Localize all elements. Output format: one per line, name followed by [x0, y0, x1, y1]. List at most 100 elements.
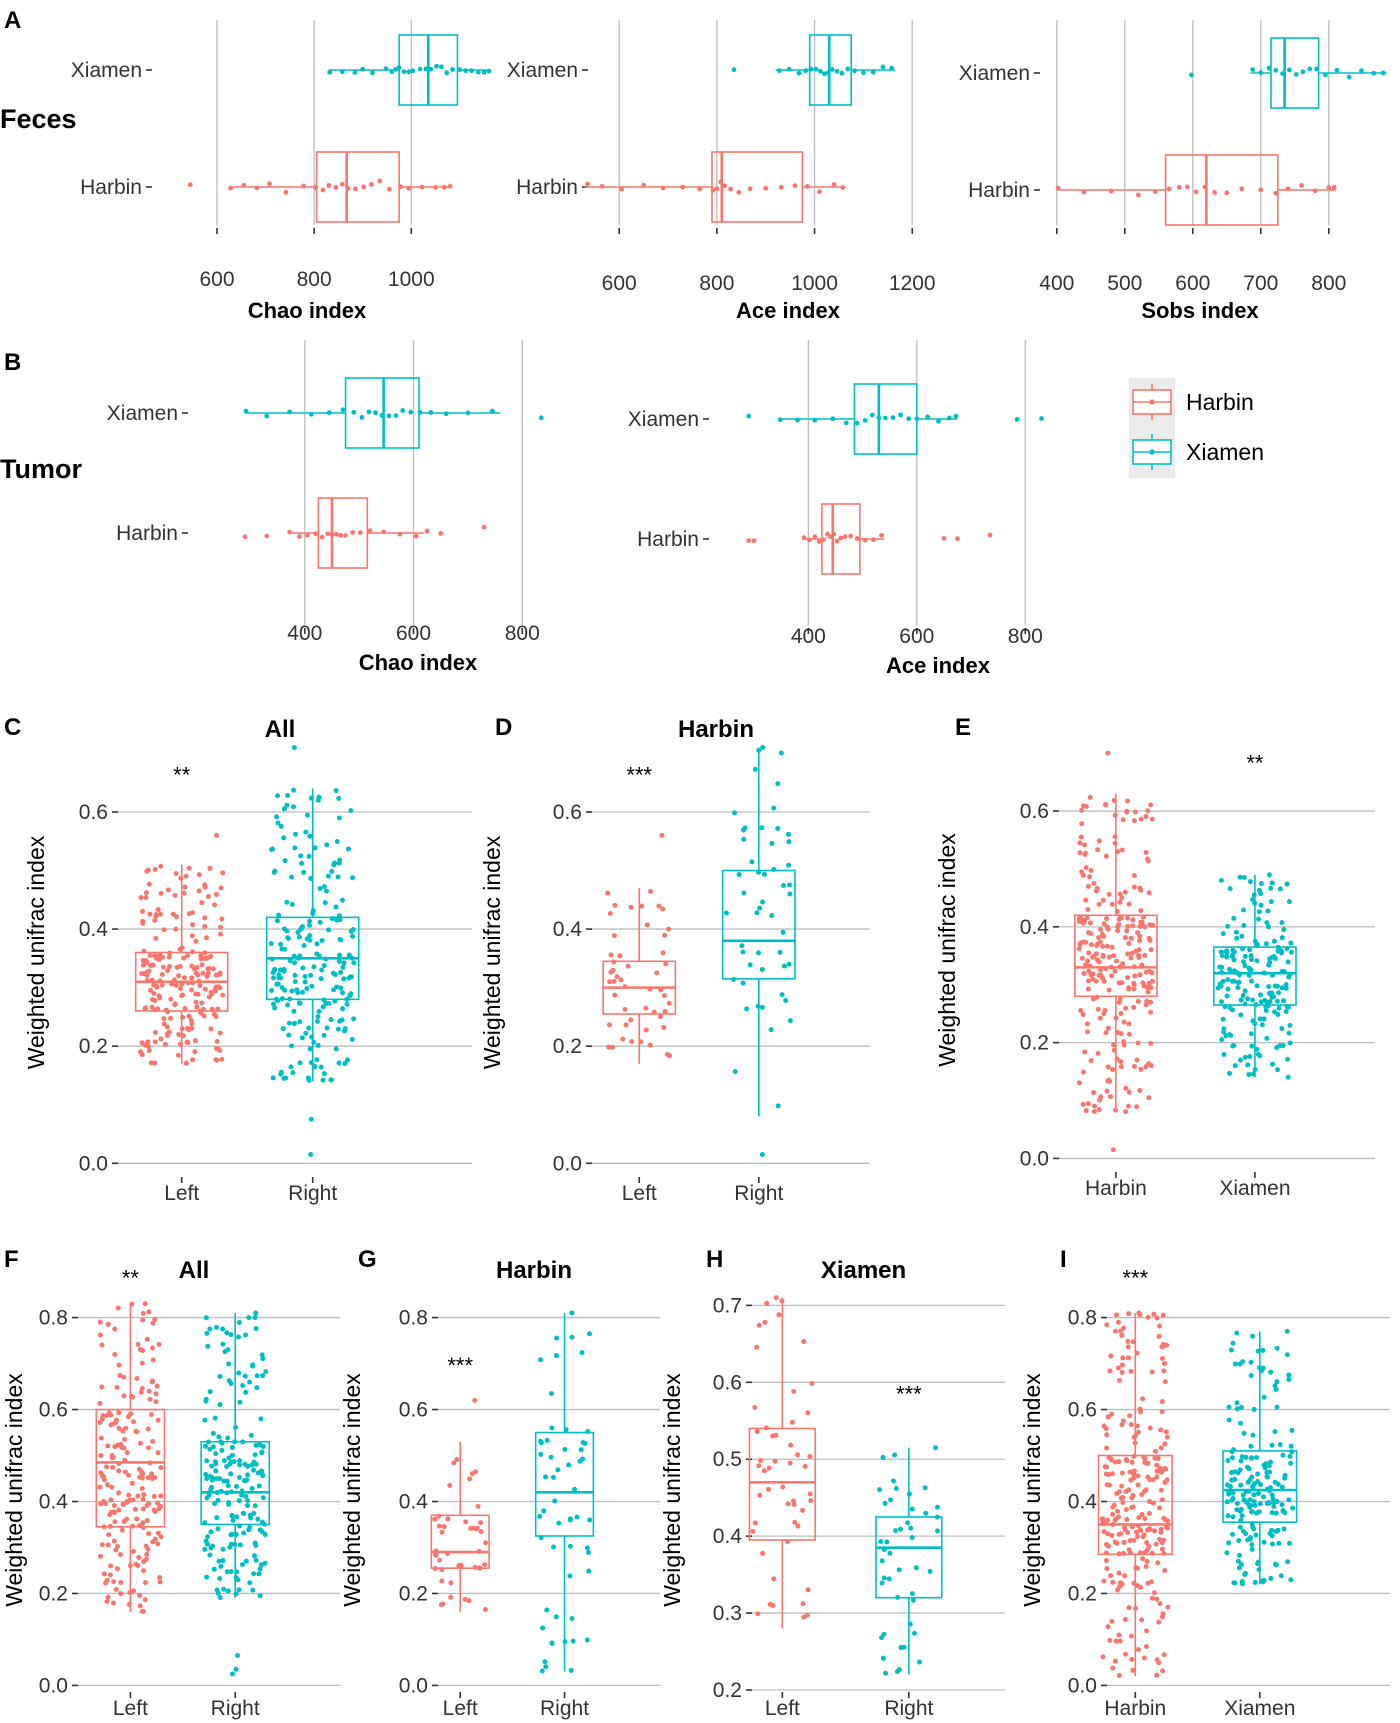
data-point [744, 1006, 750, 1012]
data-point [278, 823, 284, 829]
data-point [1138, 1527, 1144, 1533]
data-point [209, 1475, 215, 1481]
data-point [145, 1475, 151, 1481]
data-point [862, 417, 868, 423]
row-label-feces: Feces [0, 104, 77, 134]
data-point [408, 409, 414, 415]
data-point [585, 181, 590, 187]
data-point [1278, 1573, 1284, 1579]
data-point [1123, 1085, 1129, 1091]
data-point [299, 1035, 305, 1041]
data-point [212, 1459, 218, 1465]
data-point [656, 903, 662, 909]
data-point [901, 1644, 907, 1650]
data-point [1135, 998, 1141, 1004]
data-point [160, 954, 166, 960]
data-point [1119, 847, 1125, 853]
data-point [1266, 1463, 1272, 1469]
category-label: Left [443, 1697, 478, 1720]
data-point [1131, 1063, 1137, 1069]
data-point [213, 891, 219, 897]
data-point [1145, 1580, 1151, 1586]
data-point [1119, 895, 1125, 901]
data-point [190, 980, 196, 986]
data-point [170, 911, 176, 917]
data-point [338, 532, 344, 538]
data-point [218, 931, 224, 937]
data-point [569, 1310, 575, 1316]
data-point [144, 1518, 150, 1524]
data-point [393, 413, 399, 419]
y-axis-title: Weighted unifrac index [479, 835, 505, 1069]
data-point [1161, 1368, 1167, 1374]
data-point [1134, 1350, 1140, 1356]
data-point [781, 883, 787, 889]
data-point [1230, 1531, 1236, 1537]
data-point [1235, 985, 1241, 991]
data-point [1143, 1002, 1149, 1008]
data-point [302, 979, 308, 985]
data-point [786, 862, 792, 868]
data-point [153, 911, 159, 917]
data-point [351, 409, 357, 415]
data-point [1078, 1008, 1084, 1014]
legend: Harbin Xiamen [1129, 378, 1264, 478]
data-point [221, 1458, 227, 1464]
data-point [333, 904, 339, 910]
data-point [1087, 874, 1093, 880]
data-point [1088, 1058, 1094, 1064]
data-point [736, 871, 742, 877]
data-point [787, 1460, 793, 1466]
data-point [825, 70, 831, 76]
category-label: Harbin [80, 176, 142, 199]
data-point [154, 1383, 160, 1389]
data-point [1242, 953, 1248, 959]
data-point [1157, 1323, 1163, 1329]
data-point [155, 1500, 161, 1506]
data-point [213, 1468, 219, 1474]
data-point [475, 69, 481, 75]
data-point [439, 1529, 445, 1535]
data-point [1091, 1090, 1097, 1096]
x-tick-label: 800 [505, 622, 540, 645]
data-point [219, 1056, 225, 1062]
data-point [205, 970, 211, 976]
data-point [220, 992, 226, 998]
data-point [543, 1664, 549, 1670]
data-point [321, 884, 327, 890]
data-point [801, 1338, 807, 1344]
data-point [122, 1436, 128, 1442]
data-point [1100, 1654, 1106, 1660]
data-point [1103, 1558, 1109, 1564]
data-point [804, 184, 810, 189]
data-point [1162, 1361, 1168, 1367]
data-point [623, 1022, 629, 1028]
data-point [1242, 1054, 1248, 1060]
data-point [226, 1361, 232, 1367]
data-point [1104, 943, 1110, 949]
data-point [151, 1507, 157, 1513]
data-point [308, 1059, 314, 1065]
data-point [287, 529, 292, 535]
data-point [1105, 926, 1111, 932]
data-point [888, 1497, 894, 1503]
data-point [1131, 1475, 1137, 1481]
data-point [785, 1501, 791, 1507]
series-right [265, 745, 360, 1158]
data-point [1253, 1532, 1259, 1538]
data-point [1080, 1011, 1086, 1017]
data-point [167, 964, 173, 970]
data-point [193, 999, 199, 1005]
data-point [1104, 1322, 1110, 1328]
data-point [772, 1458, 778, 1464]
data-point [120, 1501, 126, 1507]
data-point [285, 792, 291, 798]
data-point [1230, 947, 1236, 953]
data-point [1271, 1500, 1277, 1506]
data-point [1249, 1043, 1255, 1049]
data-point [288, 1064, 294, 1070]
data-point [1266, 1499, 1272, 1505]
data-point [1287, 972, 1293, 978]
data-point [270, 1001, 276, 1007]
data-point [282, 858, 288, 864]
